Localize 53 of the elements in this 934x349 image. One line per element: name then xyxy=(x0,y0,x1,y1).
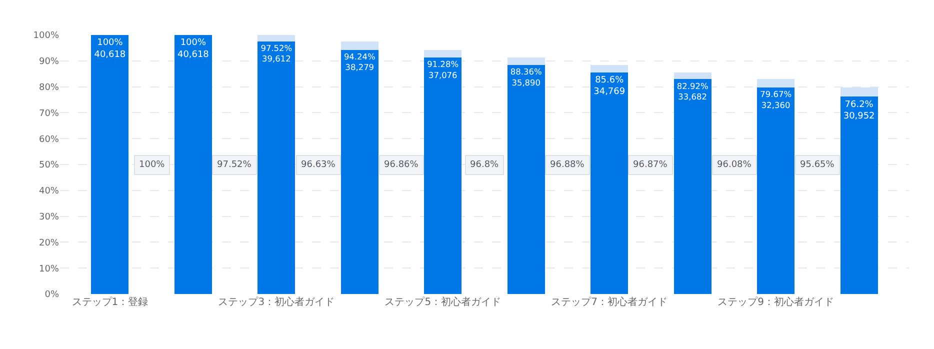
data-label: 88.36% 35,890 xyxy=(510,66,542,88)
data-label: 100% 40,618 xyxy=(94,38,126,60)
x-tick-label: ステップ7：初心者ガイド xyxy=(551,296,668,308)
data-label: 94.24% 38,279 xyxy=(344,52,376,72)
bar xyxy=(507,65,545,294)
bar xyxy=(757,88,795,294)
bar xyxy=(674,72,712,80)
y-tick-label: 10% xyxy=(38,264,60,274)
annotation: 97.52% xyxy=(217,160,252,170)
annotation: 96.63% xyxy=(301,160,336,170)
data-label: 100% 40,618 xyxy=(177,38,210,60)
bar xyxy=(258,35,296,42)
bar xyxy=(340,50,378,294)
x-tick-label: ステップ1：登録 xyxy=(72,296,148,308)
y-tick-label: 30% xyxy=(38,212,60,222)
bar xyxy=(258,41,296,294)
data-label: 76.2% 30,952 xyxy=(843,100,875,122)
data-label: 85.6% 34,769 xyxy=(594,75,626,98)
annotation: 96.87% xyxy=(633,160,668,170)
y-tick-label: 50% xyxy=(38,160,60,171)
x-tick-label: ステップ9：初心者ガイド xyxy=(718,296,834,308)
data-label: 91.28% 37,076 xyxy=(427,59,459,80)
y-tick-label: 0% xyxy=(44,290,60,300)
y-tick-label: 100% xyxy=(33,31,60,42)
data-label: 79.67% 32,360 xyxy=(760,89,792,110)
bar xyxy=(757,79,795,88)
bar xyxy=(91,35,129,294)
y-tick-label: 40% xyxy=(38,186,60,197)
y-tick-label: 90% xyxy=(38,57,60,68)
x-tick-label: ステップ5：初心者ガイド xyxy=(384,296,502,308)
annotation: 96.86% xyxy=(384,160,419,170)
annotation: 100% xyxy=(139,160,166,170)
annotation: 96.8% xyxy=(470,160,500,170)
annotation: 96.88% xyxy=(550,160,585,170)
bar xyxy=(590,72,628,294)
bar xyxy=(590,65,628,72)
bar xyxy=(840,88,878,97)
bar xyxy=(840,96,878,294)
bar xyxy=(424,50,462,58)
bar xyxy=(507,58,545,66)
annotation: 95.65% xyxy=(800,160,835,170)
x-tick-label: ステップ3：初心者ガイド xyxy=(218,296,335,308)
bar xyxy=(674,79,712,294)
y-tick-label: 70% xyxy=(38,108,60,119)
bar xyxy=(174,35,212,294)
y-tick-label: 20% xyxy=(38,238,60,248)
data-label: 82.92% 33,682 xyxy=(676,80,708,102)
y-tick-label: 80% xyxy=(38,82,60,93)
data-label: 97.52% 39,612 xyxy=(260,43,292,64)
bar xyxy=(340,41,378,50)
bar xyxy=(424,58,462,294)
y-tick-label: 60% xyxy=(38,134,60,145)
annotation: 96.08% xyxy=(717,160,752,170)
